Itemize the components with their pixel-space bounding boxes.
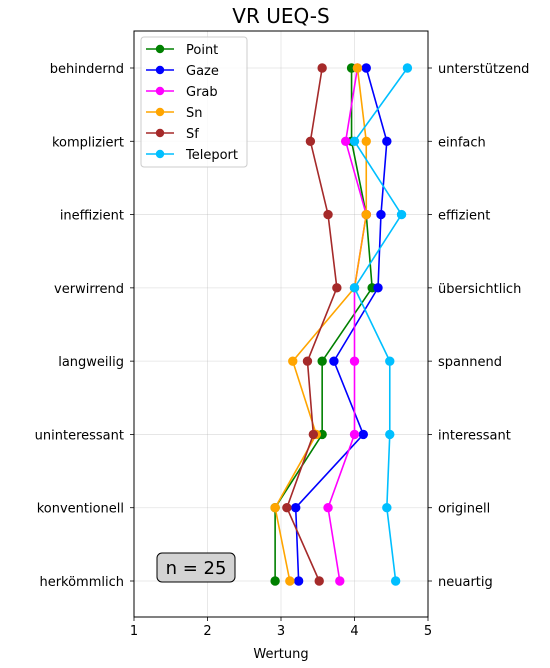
data-point [382,503,392,513]
data-point [402,63,413,73]
data-point [390,576,401,586]
n-annotation-text: n = 25 [166,558,227,579]
x-tick-label: 2 [203,624,211,639]
legend-label: Point [186,43,218,58]
data-point [385,356,395,366]
y-tick-label-left: verwirrend [54,282,124,297]
data-point [396,209,407,220]
y-tick-label-right: unterstützend [438,62,529,77]
data-point [329,356,339,366]
series-line [327,67,368,582]
data-point [317,356,327,366]
data-point [382,136,392,146]
data-point [323,209,333,220]
data-point [332,283,342,293]
legend-marker [155,65,165,75]
y-tick-label-left: konventionell [37,502,124,517]
series-line [294,67,388,582]
legend-label: Gaze [186,64,219,79]
legend-entry: Grab [146,85,218,100]
x-tick-label: 4 [350,624,358,639]
series-gaze [291,63,392,586]
y-tick-label-left: langweilig [58,355,124,370]
data-point [349,283,360,293]
data-point [270,576,280,586]
data-point [293,576,304,586]
legend-marker [155,149,165,159]
series-line [353,67,409,582]
data-point [282,503,292,513]
legend-marker [155,128,165,138]
y-tick-label-right: übersichtlich [438,282,521,297]
y-tick-label-right: effizient [438,209,490,224]
legend-entry: Gaze [146,64,219,79]
data-point [288,356,298,366]
series-line [274,68,373,581]
data-point [349,429,360,440]
data-point [358,429,369,440]
legend-entry: Sn [146,106,203,121]
x-axis: 1 2 3 4 5 [130,617,432,639]
legend-marker [155,44,165,54]
legend-label: Sf [186,127,199,142]
data-point [373,283,383,293]
y-tick-label-right: einfach [438,135,486,150]
y-tick-label-right: interessant [438,428,511,443]
data-point [361,209,371,220]
series-layer [270,63,413,586]
y-axis-right: unterstützend einfach effizient übersichtli… [428,62,529,590]
data-point [335,576,345,586]
data-point [349,136,360,146]
y-tick-label-left: ineffizient [60,209,124,224]
data-point [361,136,371,146]
legend-label: Teleport [185,148,238,163]
data-point [305,136,316,146]
legend-entry: Point [146,43,218,58]
data-point [340,136,351,146]
y-axis-left: behindernd kompliziert ineffizient verwirre… [35,62,134,590]
y-tick-label-left: uninteressant [35,428,124,443]
data-point [317,63,327,73]
y-tick-label-right: neuartig [438,575,493,590]
series-line [274,67,368,582]
y-tick-label-right: spannend [438,355,502,370]
legend-label: Grab [186,85,218,100]
data-point [376,209,386,220]
data-point [385,429,395,440]
y-tick-label-left: herkömmlich [39,575,124,590]
n-annotation-box [156,552,236,583]
data-point [349,356,360,366]
x-tick-label: 3 [277,624,285,639]
legend: Point Gaze Grab Sn Sf Teleport [140,36,248,168]
data-point [270,503,280,513]
data-point [314,576,324,586]
data-point [285,576,295,586]
x-tick-label: 1 [130,624,138,639]
data-point [302,356,313,366]
data-point [308,429,319,440]
legend-entry: Sf [146,127,199,142]
legend-marker [155,86,165,96]
legend-label: Sn [186,106,203,121]
data-point [361,63,371,73]
y-tick-label-right: originell [438,502,490,517]
y-tick-label-left: kompliziert [52,135,124,150]
legend-marker [155,107,165,117]
data-point [352,63,363,73]
legend-entry: Teleport [146,148,238,163]
series-teleport [349,63,413,586]
data-point [291,503,301,513]
data-point [323,503,333,513]
y-tick-label-left: behindernd [50,62,124,77]
n-annotation: n = 25 [156,552,236,583]
x-axis-label: Wertung [253,647,308,662]
series-sf [282,63,342,586]
series-line [286,67,338,582]
x-tick-label: 5 [424,624,432,639]
chart-title: VR UEQ-S [232,4,329,28]
